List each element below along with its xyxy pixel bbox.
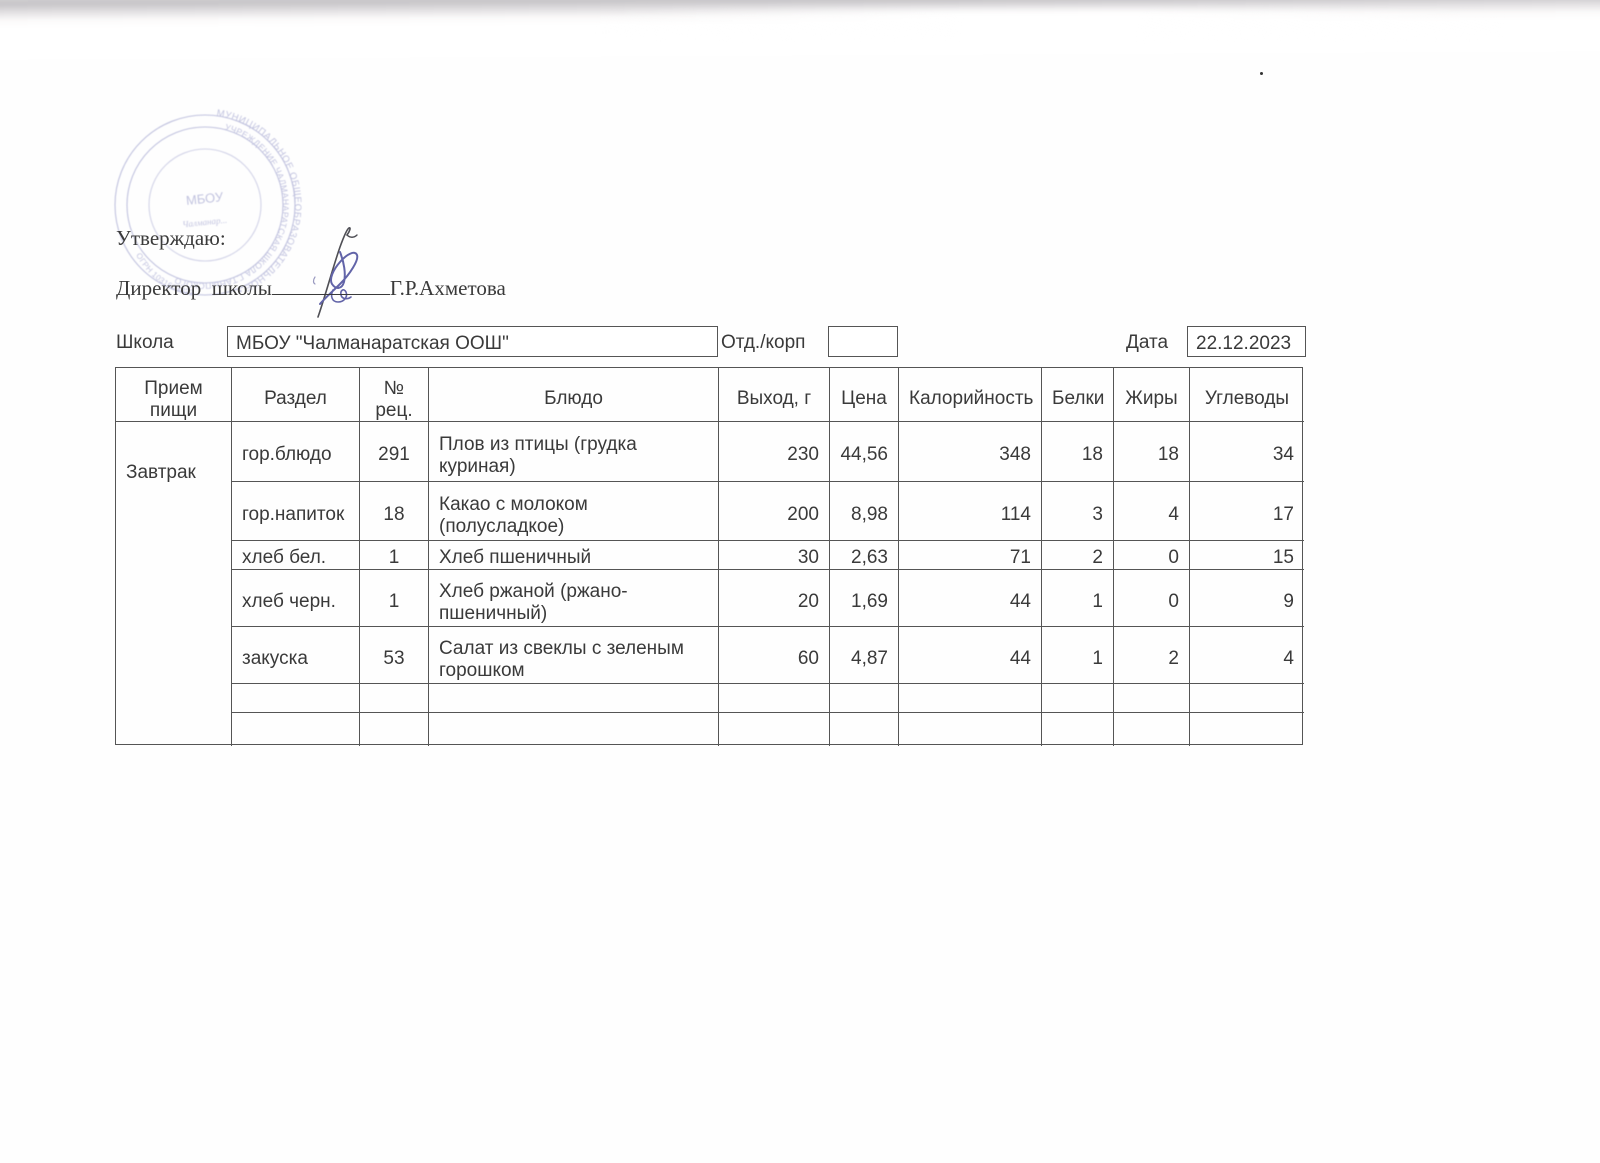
svg-text:МБОУ: МБОУ [185, 189, 224, 208]
